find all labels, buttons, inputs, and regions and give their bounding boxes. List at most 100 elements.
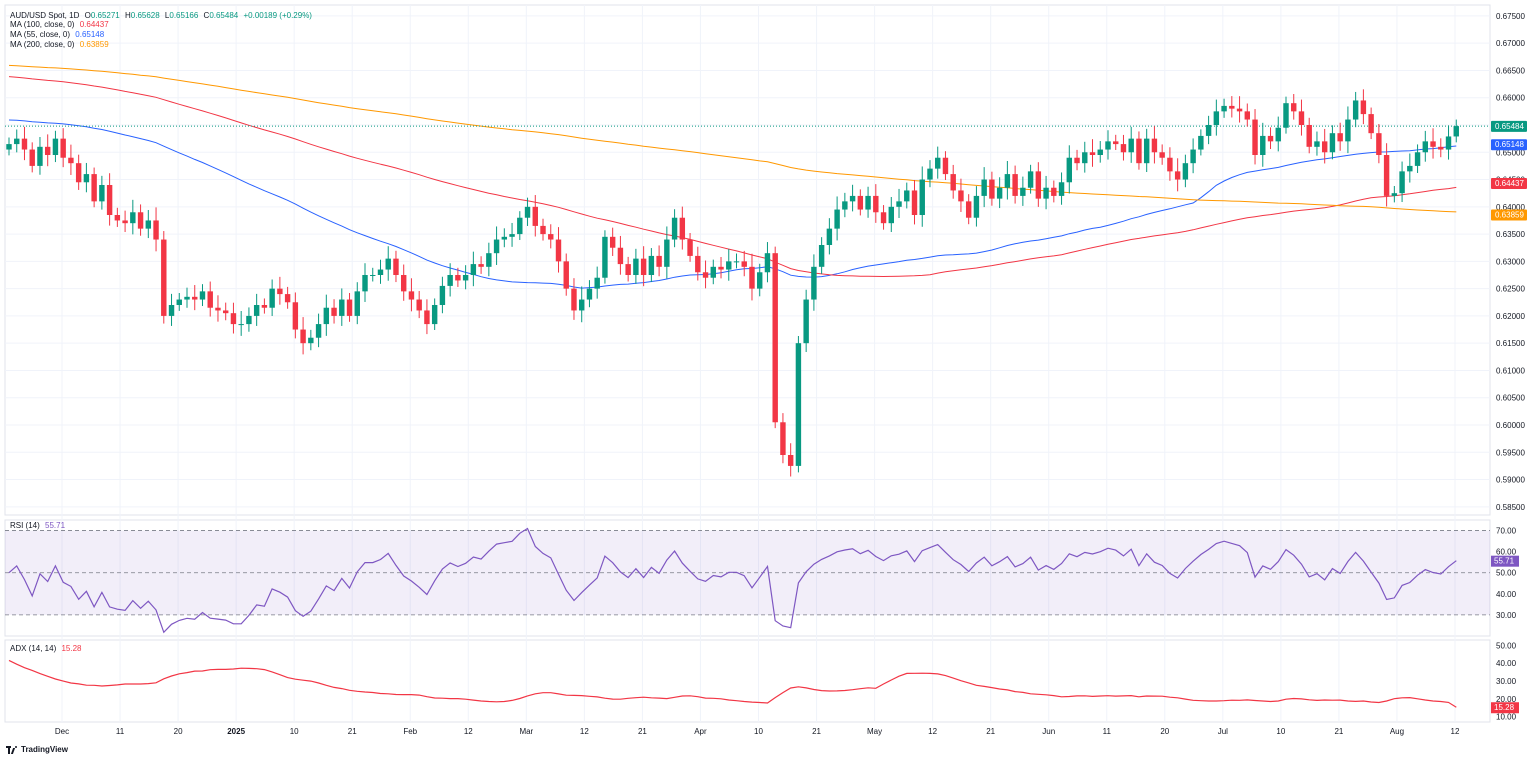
- candle-body: [455, 275, 461, 281]
- time-tick-label: 10: [1276, 727, 1285, 736]
- price-badge-label: 0.64437: [1495, 179, 1524, 188]
- candle-body: [849, 195, 856, 202]
- ma55-name: MA (55, close, 0): [10, 30, 71, 39]
- candle-body: [803, 299, 809, 344]
- candle-body: [880, 212, 887, 224]
- candle-body: [579, 299, 585, 311]
- candle-body: [834, 209, 840, 229]
- ma100-name: MA (100, close, 0): [10, 20, 75, 29]
- candle-body: [75, 163, 82, 183]
- candle-body: [718, 266, 724, 270]
- time-tick-label: Jun: [1042, 727, 1055, 736]
- candle-body: [370, 275, 376, 276]
- time-tick-label: 20: [1160, 727, 1169, 736]
- ma200-legend[interactable]: MA (200, close, 0) 0.63859: [10, 40, 112, 50]
- candle-body: [764, 253, 771, 273]
- symbol-label[interactable]: AUD/USD Spot, 1D: [10, 11, 80, 20]
- rsi-badge-label: 55.71: [1494, 557, 1515, 566]
- candle-body: [1345, 119, 1351, 142]
- candle-body: [83, 174, 90, 183]
- candle-body: [664, 239, 670, 267]
- candle-body: [408, 291, 415, 300]
- candle-body: [1337, 133, 1343, 142]
- candle-body: [1445, 136, 1452, 150]
- candle-body: [1020, 187, 1026, 196]
- open-value: 0.65271: [90, 11, 120, 20]
- candle-body: [385, 258, 391, 270]
- time-tick-label: Feb: [403, 727, 417, 736]
- candle-body: [1383, 155, 1390, 196]
- candle-body: [6, 144, 12, 150]
- rsi-legend[interactable]: RSI (14) 55.71: [10, 521, 68, 531]
- candle-body: [277, 288, 283, 295]
- candle-body: [625, 264, 631, 275]
- candle-body: [1298, 111, 1305, 125]
- adx-tick-label: 40.00: [1496, 659, 1517, 668]
- candle-body: [1167, 157, 1173, 172]
- candle-body: [609, 236, 616, 248]
- ma55-value: 0.65148: [75, 30, 105, 39]
- candle-body: [1453, 126, 1459, 137]
- candle-body: [1414, 152, 1421, 166]
- price-badge-label: 0.63859: [1495, 211, 1524, 220]
- price-tick-label: 0.67500: [1496, 12, 1525, 21]
- candle-body: [137, 212, 144, 229]
- price-tick-label: 0.66000: [1496, 94, 1525, 103]
- candle-body: [811, 266, 817, 300]
- candle-body: [950, 174, 956, 191]
- candle-body: [842, 201, 848, 210]
- candle-body: [1236, 108, 1243, 112]
- candle-body: [1422, 141, 1429, 153]
- candle-body: [215, 307, 221, 311]
- candle-body: [818, 245, 825, 267]
- open-key: O: [84, 11, 91, 20]
- ma200-value: 0.63859: [79, 40, 109, 49]
- candle-body: [1120, 144, 1127, 153]
- time-tick-label: 21: [812, 727, 821, 736]
- candle-body: [1283, 103, 1289, 128]
- time-tick-label: Apr: [694, 727, 707, 736]
- candle-body: [1376, 133, 1382, 155]
- candle-body: [1321, 141, 1328, 153]
- candle-body: [261, 305, 268, 308]
- candle-body: [1190, 149, 1196, 164]
- time-tick-label: 11: [1103, 727, 1112, 736]
- candle-body: [1438, 146, 1444, 150]
- candle-body: [1027, 171, 1034, 188]
- candle-body: [702, 272, 709, 278]
- candle-body: [1360, 100, 1367, 115]
- adx-legend[interactable]: ADX (14, 14) 15.28: [10, 644, 85, 654]
- price-tick-label: 0.59000: [1496, 476, 1525, 485]
- candle-body: [617, 247, 624, 265]
- candle-body: [122, 220, 128, 224]
- candle-body: [339, 299, 345, 316]
- tradingview-logo[interactable]: TradingView: [6, 745, 68, 754]
- candle-body: [888, 206, 894, 224]
- candle-body: [315, 324, 322, 338]
- candle-body: [199, 291, 206, 300]
- candle-body: [787, 455, 794, 466]
- candle-body: [509, 234, 515, 237]
- high-value: 0.65628: [130, 11, 160, 20]
- ma200-name: MA (200, close, 0): [10, 40, 75, 49]
- candle-body: [865, 195, 871, 210]
- candle-body: [1143, 138, 1150, 164]
- price-tick-label: 0.64000: [1496, 203, 1525, 212]
- time-axis[interactable]: Dec 11 20 2025 10 21 Feb 12 Mar 12 21 Apr 10 21 May 12 2…: [55, 727, 1460, 736]
- adx-badge: [1491, 702, 1519, 714]
- rsi-tick-label: 30.00: [1496, 611, 1517, 620]
- candle-body: [1174, 171, 1181, 180]
- close-value: 0.65484: [209, 11, 239, 20]
- candle-body: [1151, 138, 1158, 153]
- low-value: 0.65166: [169, 11, 199, 20]
- candle-body: [1128, 138, 1134, 153]
- ma100-legend[interactable]: MA (100, close, 0) 0.64437: [10, 20, 112, 30]
- candle-body: [1159, 152, 1165, 158]
- ma55-legend[interactable]: MA (55, close, 0) 0.65148: [10, 30, 107, 40]
- time-tick-label: Mar: [519, 727, 533, 736]
- rsi-tick-label: 70.00: [1496, 527, 1517, 536]
- price-axis[interactable]: 0.675000.670000.665000.660000.655000.650…: [1496, 12, 1525, 512]
- time-tick-label: 12: [928, 727, 937, 736]
- ma200-line: [8, 64, 1457, 213]
